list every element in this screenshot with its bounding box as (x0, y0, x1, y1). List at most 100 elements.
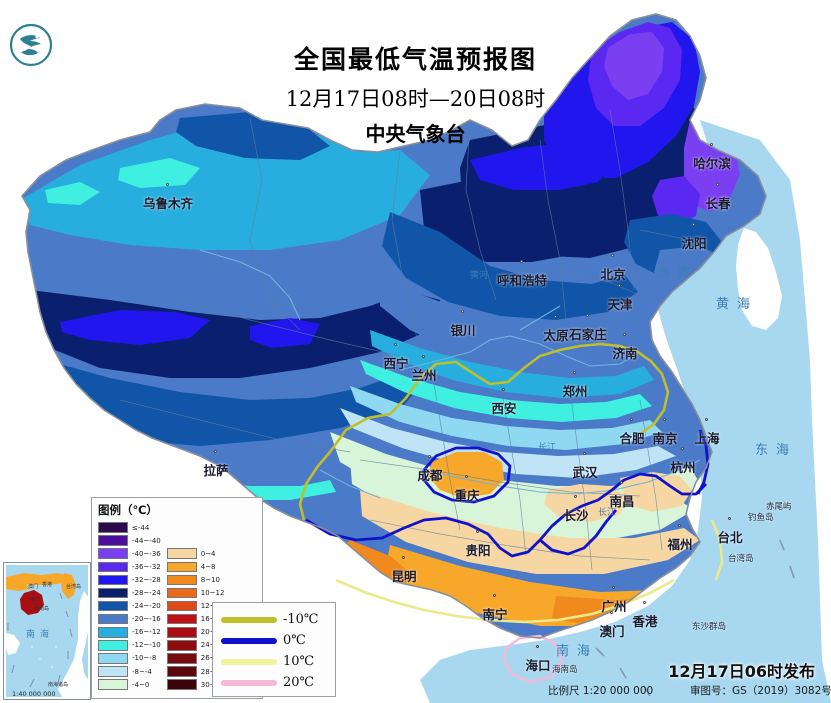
city-marker-dot (573, 371, 576, 374)
city-marker-dot (643, 601, 646, 604)
isotherm-legend-entry: 20℃ (221, 672, 329, 693)
city-marker-dot (618, 284, 621, 287)
legend-entry: -4~0 (98, 678, 161, 691)
legend-range-label: -10~-8 (132, 654, 157, 663)
legend-range-label: -36~-32 (132, 562, 161, 571)
city-marker-dot (402, 556, 405, 559)
city-marker-dot (502, 388, 505, 391)
legend-entry: -20~-16 (98, 613, 161, 626)
city-marker-dot (394, 343, 397, 346)
legend-entry: -16~-12 (98, 626, 161, 639)
legend-color-swatch (98, 627, 128, 638)
map-scale-text: 比例尺 1:20 000 000 (548, 685, 654, 697)
cma-dragon-logo (8, 22, 54, 68)
city-marker-dot (493, 594, 496, 597)
legend-color-swatch (166, 613, 197, 625)
isotherm-legend-entry: 10℃ (221, 651, 329, 672)
south-china-sea-inset: 南海 澳门 香港 台湾岛 海口 海南岛 南海诸岛 1:40 000 000 (3, 562, 91, 700)
inset-sea-label: 南海 (26, 630, 55, 640)
city-marker-dot (536, 645, 539, 648)
legend-entry: -40~-36 (98, 547, 161, 560)
city-marker-dot (610, 611, 613, 614)
legend-entry: 10~12 (166, 586, 225, 599)
legend-entry: -28~-24 (98, 586, 161, 599)
legend-color-swatch (166, 666, 197, 677)
map-approval-number: 审图号：GS（2019）3082号 (690, 685, 831, 697)
city-marker-dot (663, 418, 666, 421)
legend-color-swatch (98, 666, 128, 677)
legend-color-swatch (166, 653, 197, 664)
issue-time-text: 12月17日06时发布 (668, 662, 815, 681)
isotherm-legend-panel: -10℃ 0℃ 10℃ 20℃ (212, 602, 336, 697)
legend-range-label: -32~-28 (132, 575, 161, 584)
city-marker-dot (630, 418, 633, 421)
nine-dash-line (595, 539, 795, 697)
legend-entry: -32~-28 (98, 573, 161, 586)
legend-range-label: 10~12 (200, 589, 225, 598)
legend-color-swatch (166, 640, 197, 651)
legend-cold-column: ≤-44 -44~-40 -40~-36 -36~-32 -32~-28 -28~-24 -… (98, 521, 161, 691)
legend-color-swatch (166, 561, 197, 573)
rivers (199, 249, 701, 499)
legend-entry: -10~-8 (98, 652, 161, 665)
legend-entry: 0~4 (166, 547, 225, 560)
city-marker-dot (554, 315, 557, 318)
legend-range-label: 8~10 (200, 575, 220, 584)
legend-color-swatch (98, 613, 128, 625)
legend-entry: -36~-32 (98, 560, 161, 573)
legend-color-swatch (166, 548, 197, 559)
city-marker-dot (461, 310, 464, 313)
isotherm-value-label: 0℃ (283, 633, 306, 648)
legend-title: 图例（℃） (98, 503, 158, 517)
isotherm-legend-entry: -10℃ (221, 609, 329, 630)
inset-map-svg (6, 573, 90, 699)
legend-range-label: ≤-44 (132, 523, 150, 532)
city-marker-dot (465, 475, 468, 478)
legend-entry: ≤-44 (98, 521, 161, 534)
legend-color-swatch (166, 587, 197, 599)
city-marker-dot (678, 524, 681, 527)
legend-color-swatch (98, 548, 128, 559)
city-marker-dot (611, 254, 614, 257)
legend-entry: -8~-4 (98, 665, 161, 678)
legend-range-label: -24~-20 (132, 602, 161, 611)
legend-range-label: 0~4 (200, 549, 216, 558)
inset-place-label: 海南岛 (34, 606, 50, 612)
legend-color-swatch (98, 522, 128, 533)
inset-place-label: 海口 (30, 597, 41, 603)
legend-range-label: -16~-12 (132, 628, 161, 637)
legend-spacer (167, 521, 225, 534)
isotherm-line-sample (221, 679, 277, 686)
isotherm-line-sample (221, 637, 277, 644)
legend-color-swatch (98, 561, 128, 573)
city-marker-dot (422, 355, 425, 358)
legend-color-swatch (166, 627, 197, 638)
isotherm-line-sample (221, 616, 277, 623)
inset-scale-text: 1:40 000 000 (12, 690, 56, 698)
legend-color-swatch (98, 535, 128, 546)
city-marker-dot (716, 183, 719, 186)
legend-color-swatch (98, 653, 128, 664)
legend-color-swatch (166, 600, 197, 612)
city-marker-dot (705, 418, 708, 421)
legend-range-label: 4~8 (200, 562, 216, 571)
legend-range-label: -12~-10 (132, 641, 161, 650)
isotherm-minus10-line (298, 342, 670, 521)
isotherm-value-label: 20℃ (283, 675, 315, 690)
legend-color-swatch (98, 640, 128, 651)
legend-entry: 4~8 (166, 560, 225, 573)
legend-entry: -12~-10 (98, 639, 161, 652)
legend-range-label: -4~0 (132, 680, 150, 689)
city-marker-dot (681, 447, 684, 450)
legend-range-label: -28~-24 (132, 589, 161, 598)
city-marker-dot (476, 530, 479, 533)
inset-place-label: 香港 (42, 582, 53, 588)
city-marker-dot (214, 450, 217, 453)
legend-entry: -24~-20 (98, 600, 161, 613)
legend-range-label: -40~-36 (132, 549, 161, 558)
legend-color-swatch (166, 679, 197, 690)
city-marker-dot (692, 223, 695, 226)
legend-color-swatch (98, 679, 128, 690)
city-marker-dot (166, 183, 169, 186)
